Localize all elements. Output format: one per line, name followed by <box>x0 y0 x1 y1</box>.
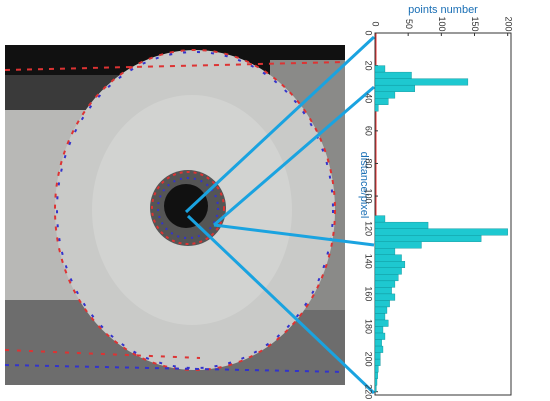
bar <box>374 339 382 347</box>
bar <box>374 378 378 386</box>
bar <box>374 98 389 105</box>
y-axis-label: distance/pixel <box>358 152 370 219</box>
bar <box>374 241 422 249</box>
x-tick-label: 200 <box>503 16 513 31</box>
bar <box>374 319 389 327</box>
y-tick-label: 180 <box>364 319 374 334</box>
bar <box>374 287 392 295</box>
bar <box>374 332 386 340</box>
y-tick-label: 60 <box>364 126 374 136</box>
y-tick-label: 100 <box>364 189 374 204</box>
bar <box>374 365 379 373</box>
bar <box>374 84 416 92</box>
chart-title: points number <box>408 4 478 16</box>
bar <box>374 326 384 334</box>
bar <box>374 228 508 236</box>
x-tick-label: 0 <box>371 21 381 26</box>
bar <box>374 65 386 73</box>
bar <box>374 293 396 301</box>
photo <box>4 45 346 385</box>
bar <box>374 371 378 379</box>
bar <box>374 215 386 223</box>
bar <box>374 71 412 79</box>
y-tick-label: 120 <box>364 221 374 236</box>
bar <box>374 358 381 366</box>
y-tick-label: 40 <box>364 93 374 103</box>
bar <box>374 78 469 86</box>
y-tick-label: 20 <box>364 61 374 71</box>
x-tick-label: 50 <box>404 19 414 29</box>
y-tick-label: 140 <box>364 254 374 269</box>
x-tick-label: 150 <box>470 16 480 31</box>
bar <box>374 267 402 275</box>
bar <box>374 306 388 314</box>
bar <box>374 254 402 262</box>
bar <box>374 91 396 99</box>
bar <box>374 352 381 360</box>
bar <box>374 300 390 308</box>
x-tick-label: 100 <box>437 16 447 31</box>
y-tick-label: 200 <box>364 352 374 367</box>
bar <box>374 313 386 321</box>
bar <box>374 261 406 269</box>
bar <box>374 234 482 242</box>
plot-frame <box>374 32 512 396</box>
bar <box>374 221 429 229</box>
y-tick-label: 160 <box>364 286 374 301</box>
bar <box>374 280 396 288</box>
y-tick-label: 220 <box>364 384 374 399</box>
y-tick-label: 80 <box>364 158 374 168</box>
y-tick-label: 0 <box>364 30 374 35</box>
connectors <box>184 35 376 395</box>
bar <box>374 385 377 392</box>
bar <box>374 248 396 255</box>
bar <box>374 345 384 353</box>
bar <box>374 274 399 282</box>
bar <box>374 104 379 112</box>
